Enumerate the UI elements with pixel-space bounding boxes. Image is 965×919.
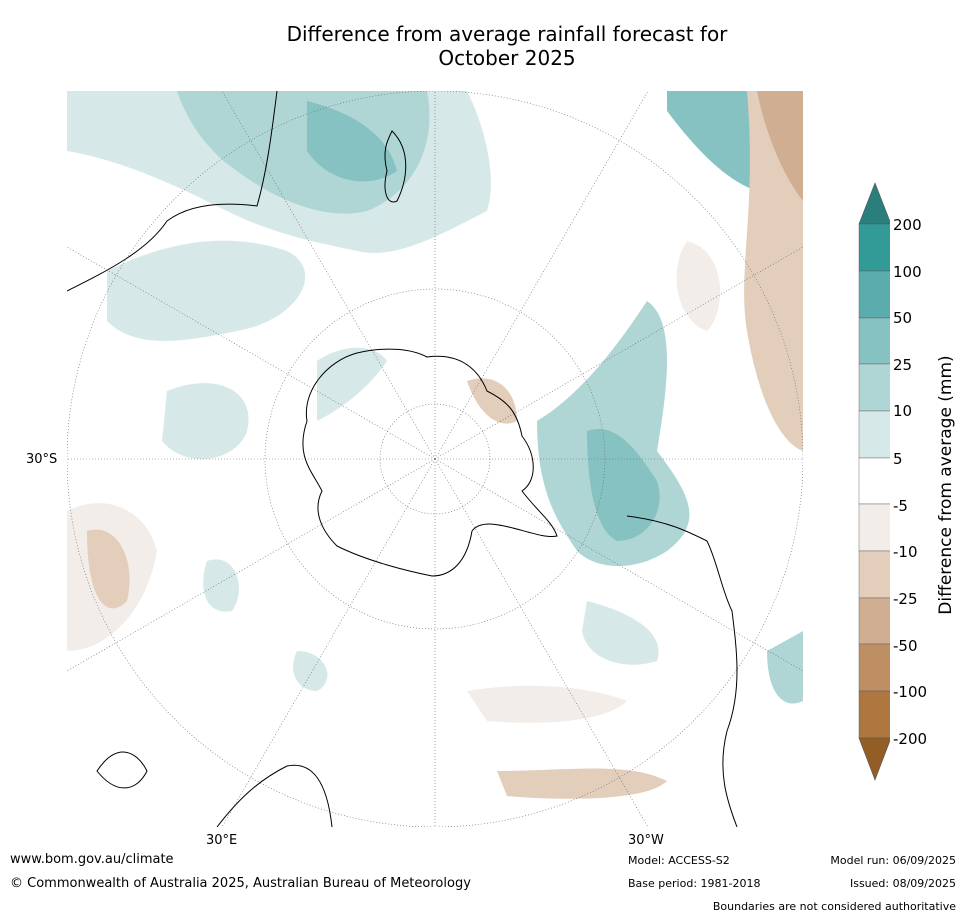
colorbar-tick-m10: -10 [893, 543, 918, 561]
meridian-150e [221, 91, 436, 460]
colorbar-band-m10-m5 [858, 503, 892, 552]
wet-region-sw-indian [162, 383, 249, 460]
colorbar-band-25-50 [858, 317, 892, 365]
colorbar-band-m200-m100 [858, 690, 892, 739]
rainfall-anomaly-map [67, 91, 803, 827]
colorbar-swatches [858, 182, 892, 781]
colorbar-extend-bottom [858, 737, 892, 781]
colorbar-band-5-10 [858, 410, 892, 459]
longitude-label-30e: 30°E [206, 833, 238, 848]
wet-region-antarctic-coast-west [317, 347, 387, 421]
wet-region-kerguelen [293, 651, 328, 691]
wet-region-indian-band [107, 240, 306, 341]
wet-region-se-pacific [767, 631, 803, 704]
wet-region-tasman-core [177, 91, 430, 214]
longitude-label-30w: 30°W [628, 833, 664, 848]
coastline-new-zealand [384, 130, 407, 203]
colorbar [830, 180, 965, 790]
latitude-label-30s: 30°S [26, 452, 58, 467]
coastline-australia [67, 91, 278, 292]
dry-region-antarctic-peninsula [467, 378, 517, 424]
footer-disclaimer: Boundaries are not considered authoritat… [712, 900, 956, 913]
colorbar-tick-m25: -25 [893, 590, 918, 608]
colorbar-band-50-100 [858, 270, 892, 319]
coastline-madagascar [96, 751, 148, 789]
colorbar-tick-25: 25 [893, 356, 913, 374]
meridian-30w [434, 458, 649, 827]
colorbar-band-m5-5 [858, 457, 892, 505]
wet-region-south-indian-patch [203, 559, 239, 612]
title-line-1: Difference from average rainfall forecas… [286, 22, 728, 46]
title-line-2: October 2025 [438, 46, 576, 70]
colorbar-band-m100-m50 [858, 643, 892, 692]
colorbar-tick-m200: -200 [893, 730, 928, 748]
dry-region-south-africa-coast [497, 768, 667, 799]
colorbar-tick-100: 100 [893, 263, 922, 281]
dry-region-brazil-core [757, 91, 803, 201]
map-canvas [67, 91, 803, 827]
colorbar-tick-50: 50 [893, 309, 913, 327]
footer-base-period: Base period: 1981-2018 [628, 877, 761, 890]
coastline-south-america [626, 515, 738, 827]
colorbar-tick-m5: -5 [893, 497, 908, 515]
footer-model-run: Model run: 06/09/2025 [830, 854, 956, 867]
coastlines [67, 91, 738, 827]
footer-model: Model: ACCESS-S2 [628, 854, 730, 867]
colorbar-band-m25-m10 [858, 550, 892, 599]
footer-website: www.bom.gov.au/climate [10, 852, 174, 867]
meridian-30e [221, 458, 436, 827]
footer-issued: Issued: 08/09/2025 [849, 877, 956, 890]
meridian-150w [434, 91, 649, 460]
colorbar-band-m50-m25 [858, 597, 892, 645]
wet-region-nz-north [307, 101, 397, 182]
colorbar-title: Difference from average (mm) [936, 355, 956, 615]
dry-region-sw-pacific [676, 241, 721, 331]
graticule [67, 91, 803, 827]
map-title: Difference from average rainfall forecas… [200, 22, 814, 70]
wet-anomaly-regions [67, 91, 803, 704]
colorbar-tick-200: 200 [893, 216, 922, 234]
colorbar-tick-5: 5 [893, 450, 903, 468]
colorbar-band-10-25 [858, 363, 892, 412]
colorbar-extend-top [858, 182, 892, 225]
dry-region-south-america-east [744, 91, 803, 451]
dry-anomaly-regions [67, 91, 803, 799]
colorbar-tick-m100: -100 [893, 683, 928, 701]
coastline-antarctica [302, 348, 558, 577]
latitude-circle-60s [264, 288, 606, 630]
colorbar-tick-10: 10 [893, 402, 913, 420]
footer-copyright: © Commonwealth of Australia 2025, Austra… [10, 876, 471, 891]
dry-region-south-atlantic-band [467, 685, 627, 723]
wet-region-chile-coast [667, 91, 764, 191]
wet-region-south-atlantic [582, 601, 659, 665]
colorbar-tick-m50: -50 [893, 637, 918, 655]
dry-region-west-indian-core [87, 529, 130, 609]
coastline-africa [216, 764, 333, 827]
colorbar-band-100-200 [858, 223, 892, 272]
